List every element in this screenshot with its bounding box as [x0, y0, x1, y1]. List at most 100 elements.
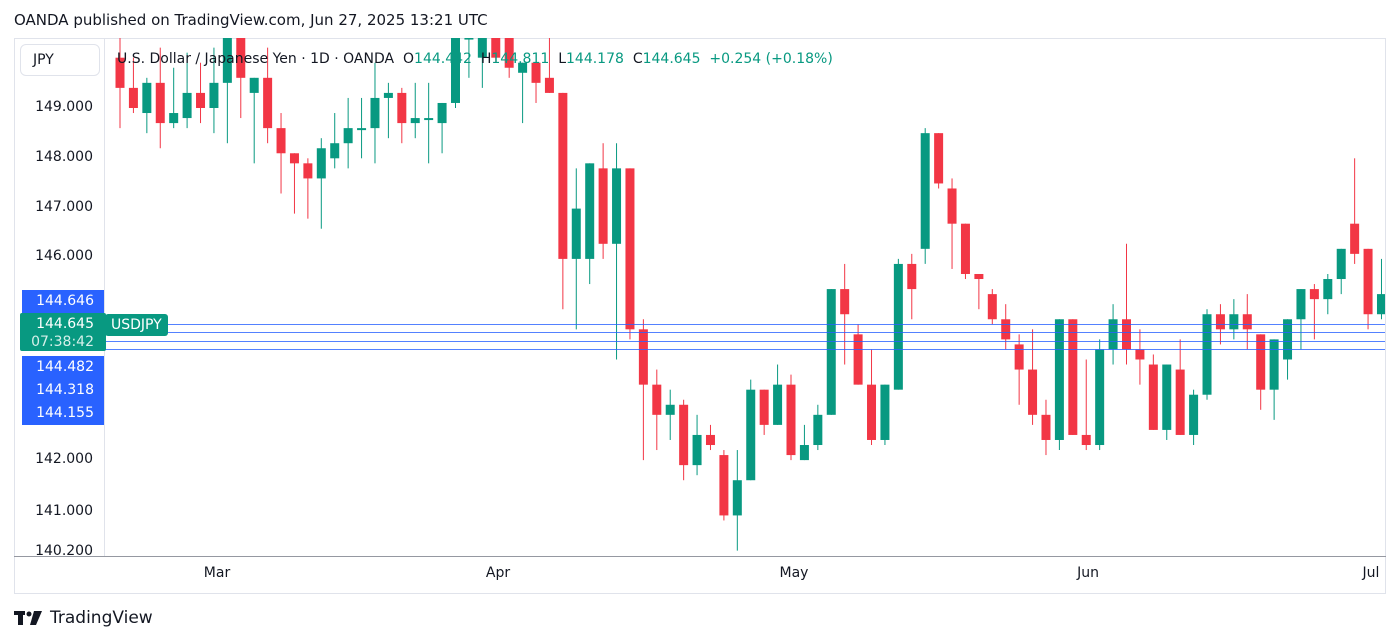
horizontal-line[interactable]: [105, 324, 1385, 325]
candle[interactable]: [1028, 329, 1038, 425]
candle[interactable]: [128, 57, 138, 114]
candle[interactable]: [1148, 354, 1158, 430]
candle[interactable]: [920, 128, 930, 264]
time-axis[interactable]: [14, 556, 1386, 595]
candle[interactable]: [732, 450, 742, 551]
candle[interactable]: [370, 62, 380, 164]
candle[interactable]: [652, 369, 662, 451]
candle[interactable]: [867, 349, 877, 446]
currency-selector[interactable]: JPY: [20, 44, 100, 76]
candle[interactable]: [1001, 304, 1011, 350]
candle[interactable]: [759, 389, 769, 435]
candle[interactable]: [1309, 284, 1319, 340]
candle[interactable]: [1350, 158, 1360, 264]
candle[interactable]: [705, 424, 715, 451]
candle[interactable]: [424, 82, 434, 164]
candle[interactable]: [840, 263, 850, 365]
candle[interactable]: [934, 133, 944, 189]
candle[interactable]: [437, 102, 447, 154]
candle[interactable]: [464, 38, 474, 78]
candle[interactable]: [638, 319, 648, 461]
candle[interactable]: [1229, 299, 1239, 340]
candle[interactable]: [169, 67, 179, 129]
candle[interactable]: [907, 253, 917, 320]
candle[interactable]: [1095, 339, 1105, 451]
horizontal-line[interactable]: [105, 349, 1385, 350]
candle[interactable]: [1336, 248, 1346, 295]
candle[interactable]: [451, 38, 460, 108]
candle[interactable]: [1014, 334, 1024, 405]
candle[interactable]: [397, 87, 407, 144]
candle[interactable]: [853, 324, 863, 385]
candle[interactable]: [947, 178, 957, 269]
candle[interactable]: [504, 38, 514, 78]
candle[interactable]: [1108, 304, 1118, 365]
candle[interactable]: [1323, 273, 1333, 315]
candle[interactable]: [571, 168, 581, 330]
candle[interactable]: [813, 404, 823, 451]
candle[interactable]: [303, 158, 313, 219]
horizontal-line[interactable]: [105, 341, 1385, 342]
candle[interactable]: [196, 62, 206, 124]
candle[interactable]: [491, 38, 501, 63]
candle[interactable]: [1122, 243, 1131, 365]
candle[interactable]: [974, 273, 984, 310]
candle[interactable]: [477, 38, 487, 88]
candle[interactable]: [115, 38, 125, 129]
candle[interactable]: [612, 143, 622, 360]
candlestick-plot[interactable]: [105, 38, 1385, 556]
candle[interactable]: [786, 374, 796, 461]
candle[interactable]: [1041, 399, 1051, 456]
candle[interactable]: [1202, 309, 1212, 400]
candle[interactable]: [1135, 329, 1145, 385]
price-axis[interactable]: [14, 38, 105, 556]
horizontal-line[interactable]: [105, 332, 1385, 333]
candle[interactable]: [383, 82, 393, 139]
candle[interactable]: [719, 450, 729, 521]
candle[interactable]: [544, 38, 554, 93]
candle[interactable]: [316, 138, 326, 229]
candle[interactable]: [518, 62, 528, 124]
candle[interactable]: [1363, 248, 1373, 330]
candle[interactable]: [1189, 389, 1199, 446]
candle[interactable]: [960, 223, 970, 280]
candle[interactable]: [236, 38, 246, 119]
candle[interactable]: [330, 113, 340, 169]
candle[interactable]: [598, 143, 608, 259]
candle[interactable]: [343, 97, 353, 169]
candle[interactable]: [531, 57, 541, 103]
candle[interactable]: [249, 77, 259, 164]
candle[interactable]: [1269, 339, 1279, 420]
candle[interactable]: [746, 379, 756, 481]
candle[interactable]: [182, 52, 192, 129]
candle[interactable]: [1175, 339, 1185, 435]
candle[interactable]: [289, 153, 299, 214]
candle[interactable]: [1376, 258, 1385, 320]
candle[interactable]: [1296, 289, 1306, 350]
candle[interactable]: [1256, 334, 1266, 410]
candle[interactable]: [276, 113, 286, 194]
candle[interactable]: [222, 38, 232, 144]
candle[interactable]: [585, 163, 595, 285]
candle[interactable]: [987, 289, 997, 325]
candle[interactable]: [679, 399, 689, 481]
candle[interactable]: [826, 289, 836, 415]
candle[interactable]: [880, 384, 890, 446]
candle[interactable]: [410, 82, 420, 139]
candle[interactable]: [692, 414, 702, 476]
candle[interactable]: [142, 77, 152, 134]
candle[interactable]: [1068, 319, 1078, 435]
candle[interactable]: [1242, 294, 1252, 350]
candle[interactable]: [1162, 364, 1172, 440]
candle[interactable]: [209, 47, 219, 134]
candle[interactable]: [773, 364, 783, 425]
candle[interactable]: [1054, 319, 1064, 451]
candle[interactable]: [357, 97, 367, 159]
candle[interactable]: [263, 47, 273, 144]
candle[interactable]: [155, 47, 165, 149]
candle[interactable]: [665, 389, 675, 440]
candle[interactable]: [799, 424, 809, 461]
candle[interactable]: [1081, 359, 1091, 451]
tradingview-logo[interactable]: TradingView: [14, 608, 153, 628]
candle[interactable]: [558, 92, 568, 310]
